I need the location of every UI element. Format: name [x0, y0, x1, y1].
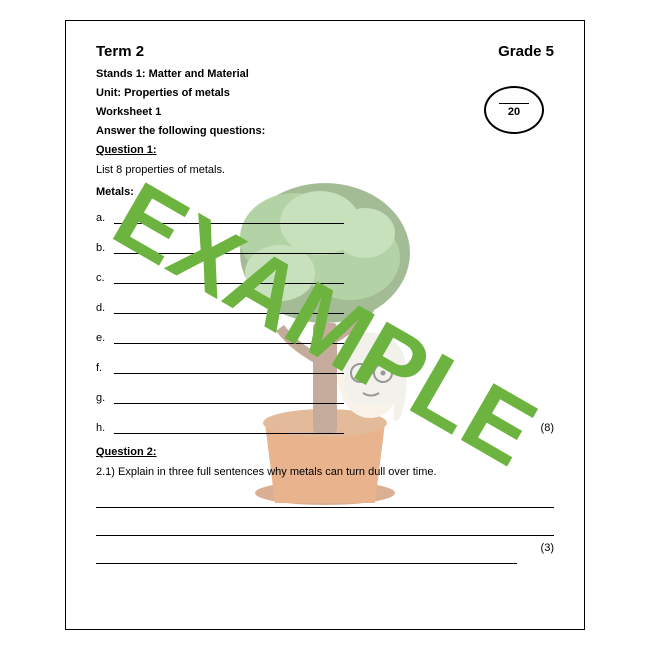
item-label: d. [96, 302, 114, 314]
grade-label: Grade 5 [498, 43, 554, 60]
item-label: e. [96, 332, 114, 344]
blank-line [114, 391, 344, 404]
worksheet-page: Term 2 Grade 5 Stands 1: Matter and Mate… [65, 20, 585, 630]
item-label: b. [96, 242, 114, 254]
item-label: g. [96, 392, 114, 404]
q2-prompt: 2.1) Explain in three full sentences why… [96, 466, 554, 478]
unit-line: Unit: Properties of metals [96, 87, 554, 99]
q1-subheader: Metals: [96, 186, 554, 198]
answer-line [96, 548, 517, 564]
item-label: h. [96, 422, 114, 434]
blank-row: b. [96, 236, 554, 254]
q1-title: Question 1: [96, 144, 554, 156]
blank-line [114, 331, 344, 344]
blank-line [114, 421, 344, 434]
q2-marks: (3) [541, 542, 554, 554]
q1-marks: (8) [541, 422, 554, 434]
item-label: a. [96, 212, 114, 224]
header-row: Term 2 Grade 5 [96, 43, 554, 60]
term-label: Term 2 [96, 43, 144, 60]
strand-line: Stands 1: Matter and Material [96, 68, 554, 80]
blank-row: g. [96, 386, 554, 404]
last-answer-row: (3) [96, 548, 554, 564]
item-label: c. [96, 272, 114, 284]
answer-line [96, 520, 554, 536]
worksheet-line: Worksheet 1 [96, 106, 554, 118]
answer-line [96, 492, 554, 508]
q1-prompt: List 8 properties of metals. [96, 164, 554, 176]
q2-title: Question 2: [96, 446, 554, 458]
blank-row: e. [96, 326, 554, 344]
blank-line [114, 301, 344, 314]
item-label: f. [96, 362, 114, 374]
blank-line [114, 211, 344, 224]
blank-line [114, 241, 344, 254]
blank-row: d. [96, 296, 554, 314]
content-area: Term 2 Grade 5 Stands 1: Matter and Mate… [96, 43, 554, 564]
instruction-line: Answer the following questions: [96, 125, 554, 137]
blank-row: f. [96, 356, 554, 374]
blank-line [114, 361, 344, 374]
blank-row: h. (8) [96, 416, 554, 434]
blank-row: c. [96, 266, 554, 284]
blank-line [114, 271, 344, 284]
blank-row: a. [96, 206, 554, 224]
